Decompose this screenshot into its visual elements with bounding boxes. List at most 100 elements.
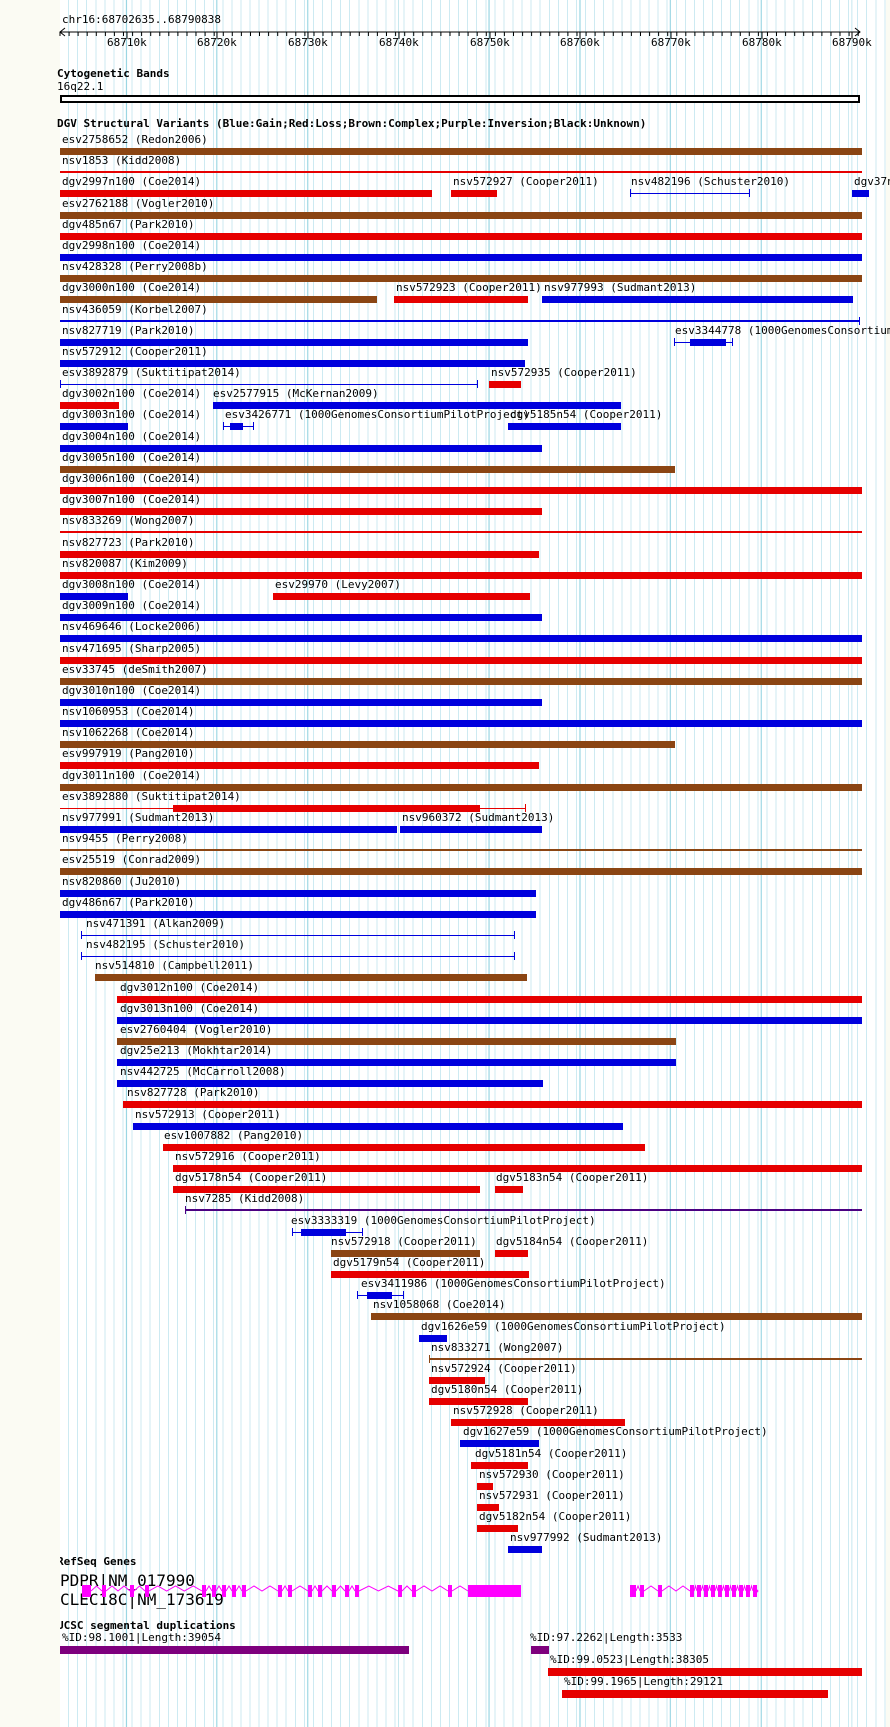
segdup-bar[interactable]: [531, 1646, 549, 1654]
variant-line[interactable]: [60, 171, 862, 174]
variant-line[interactable]: [60, 531, 862, 534]
variant-bar[interactable]: [690, 338, 726, 346]
variant-track-row: dgv1626e59 (1000GenomesConsortiumPilotPr…: [60, 1321, 890, 1342]
variant-bar[interactable]: [451, 1419, 625, 1427]
variant-bar[interactable]: [331, 1249, 480, 1257]
ruler[interactable]: [54, 24, 866, 46]
variant-bar[interactable]: [371, 1313, 862, 1321]
cytoband-bar[interactable]: [60, 95, 860, 103]
variant-range-line[interactable]: [81, 934, 514, 936]
variant-bar[interactable]: [95, 974, 527, 982]
variant-range-line[interactable]: [81, 956, 514, 958]
variant-bar[interactable]: [173, 1186, 480, 1194]
gene-model[interactable]: [60, 1584, 890, 1599]
variant-bar[interactable]: [60, 211, 862, 219]
ruler-tick-label: 68770k: [651, 36, 691, 49]
variant-bar[interactable]: [60, 465, 675, 473]
variant-bar[interactable]: [60, 698, 542, 706]
variant-bar[interactable]: [460, 1440, 539, 1448]
variant-range-line[interactable]: [60, 384, 477, 386]
variant-bar[interactable]: [60, 635, 862, 643]
variant-bar[interactable]: [60, 359, 525, 367]
variant-bar[interactable]: [213, 402, 621, 410]
variant-bar[interactable]: [60, 656, 862, 664]
variant-bar[interactable]: [367, 1292, 392, 1300]
variant-bar[interactable]: [60, 677, 862, 685]
variant-bar[interactable]: [60, 826, 397, 833]
variant-bar[interactable]: [60, 232, 862, 240]
variant-track-row: nsv572931 (Cooper2011): [60, 1490, 890, 1511]
grid-background: [60, 0, 886, 1727]
variant-label: esv3426771 (1000GenomesConsortiumPilotPr…: [225, 409, 530, 422]
variant-bar[interactable]: [117, 1080, 543, 1088]
variant-line[interactable]: [60, 319, 859, 322]
variant-bar[interactable]: [508, 1546, 542, 1554]
variant-bar[interactable]: [477, 1525, 518, 1533]
variant-bar[interactable]: [508, 423, 621, 431]
variant-line[interactable]: [429, 1357, 862, 1360]
variant-line[interactable]: [185, 1209, 862, 1212]
variant-range-line[interactable]: [630, 193, 749, 195]
variant-bar[interactable]: [117, 995, 862, 1003]
variant-bar[interactable]: [489, 381, 521, 389]
variant-bar[interactable]: [542, 296, 853, 304]
segdup-bar[interactable]: [60, 1646, 409, 1654]
variant-track-row: nsv827723 (Park2010): [60, 537, 890, 558]
variant-bar[interactable]: [429, 1376, 485, 1384]
variant-bar[interactable]: [123, 1101, 862, 1109]
variant-bar[interactable]: [477, 1504, 499, 1511]
variant-bar[interactable]: [117, 1059, 676, 1067]
variant-bar[interactable]: [173, 804, 480, 812]
variant-bar[interactable]: [394, 296, 528, 304]
variant-bar[interactable]: [60, 550, 539, 558]
variant-bar[interactable]: [60, 741, 675, 749]
variant-bar[interactable]: [133, 1122, 623, 1130]
variant-bar[interactable]: [60, 253, 862, 261]
variant-bar[interactable]: [117, 1037, 676, 1045]
variant-bar[interactable]: [60, 444, 542, 452]
variant-bar[interactable]: [163, 1143, 645, 1151]
variant-bar[interactable]: [60, 910, 536, 918]
variant-track-row: nsv572912 (Cooper2011): [60, 346, 890, 367]
segdup-bar[interactable]: [562, 1690, 828, 1698]
variant-bar[interactable]: [419, 1334, 447, 1342]
variant-bar[interactable]: [60, 720, 862, 728]
variant-bar[interactable]: [60, 614, 542, 622]
gene-model[interactable]: [60, 1584, 890, 1599]
segdup-row: %ID:98.1001|Length:39054 %ID:97.2262|Leng…: [60, 1632, 890, 1654]
variant-bar[interactable]: [852, 190, 869, 198]
variant-line[interactable]: [60, 849, 862, 852]
variant-bar[interactable]: [477, 1482, 493, 1490]
variant-bar[interactable]: [471, 1461, 528, 1469]
variant-bar[interactable]: [60, 889, 536, 897]
variant-bar[interactable]: [117, 1016, 862, 1024]
segdup-bar[interactable]: [548, 1668, 862, 1676]
variant-bar[interactable]: [495, 1249, 528, 1257]
variant-bar[interactable]: [273, 592, 530, 600]
variant-bar[interactable]: [60, 592, 128, 600]
variant-bar[interactable]: [301, 1228, 346, 1236]
variant-bar[interactable]: [173, 1165, 862, 1172]
variant-track-row: esv3892879 (Suktitipat2014) nsv572935 (Co…: [60, 367, 890, 389]
variant-bar[interactable]: [60, 487, 862, 494]
variant-label: dgv5185n54 (Cooper2011): [510, 409, 663, 422]
variant-bar[interactable]: [60, 190, 432, 198]
variant-bar[interactable]: [60, 148, 862, 155]
variant-bar[interactable]: [429, 1398, 528, 1406]
variant-bar[interactable]: [60, 868, 862, 876]
variant-bar[interactable]: [60, 762, 539, 770]
variant-bar[interactable]: [60, 402, 119, 410]
variant-bar[interactable]: [60, 275, 862, 283]
variant-bar[interactable]: [400, 826, 542, 833]
variant-bar[interactable]: [495, 1186, 523, 1194]
variant-bar[interactable]: [60, 508, 542, 516]
variant-bar[interactable]: [230, 423, 243, 431]
variant-bar[interactable]: [451, 190, 497, 198]
variant-bar[interactable]: [60, 338, 528, 346]
variant-bar[interactable]: [60, 571, 862, 579]
segdup-label: %ID:99.0523|Length:38305: [550, 1654, 709, 1666]
variant-bar[interactable]: [60, 783, 862, 791]
variant-bar[interactable]: [60, 296, 377, 304]
variant-bar[interactable]: [331, 1270, 529, 1278]
variant-bar[interactable]: [60, 423, 128, 431]
